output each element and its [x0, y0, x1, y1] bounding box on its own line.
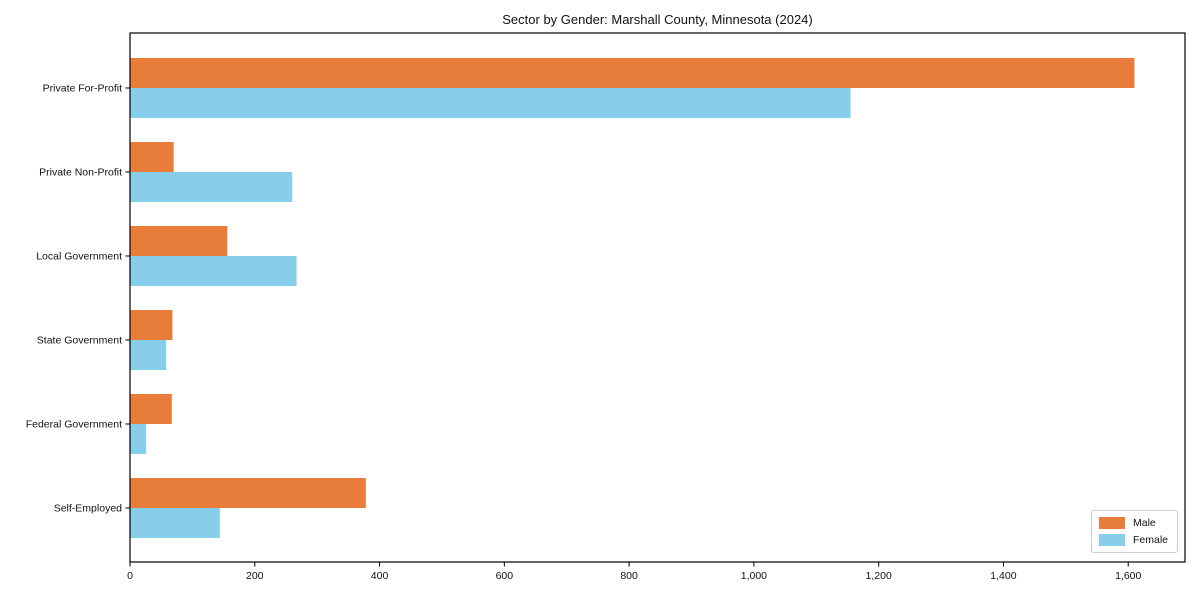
bar-male-private-for-profit [130, 58, 1135, 88]
bar-male-private-non-profit [130, 142, 174, 172]
bar-male-local-government [130, 226, 228, 256]
legend-swatch-male [1098, 517, 1125, 529]
bar-female-federal-government [130, 424, 147, 454]
bar-male-federal-government [130, 394, 172, 424]
legend-item-female: Female [1098, 534, 1168, 546]
plot-border [129, 32, 1186, 563]
x-tick-label-1-600: 1,600 [1115, 570, 1141, 582]
bar-female-local-government [130, 256, 297, 286]
bar-female-private-for-profit [130, 88, 851, 118]
x-tick-label-1-000: 1,000 [741, 570, 767, 582]
y-tick-label-federal-government: Federal Government [26, 419, 122, 431]
y-tick-label-private-for-profit: Private For-Profit [43, 83, 122, 95]
legend-item-male: Male [1098, 517, 1168, 529]
x-tick-label-800: 800 [620, 570, 638, 582]
x-tick-label-600: 600 [496, 570, 514, 582]
x-tick-label-0: 0 [127, 570, 133, 582]
chart-title: Sector by Gender: Marshall County, Minne… [502, 12, 813, 27]
y-tick-label-local-government: Local Government [36, 251, 122, 263]
bar-male-state-government [130, 310, 173, 340]
y-tick-label-state-government: State Government [37, 335, 122, 347]
bar-female-state-government [130, 340, 167, 370]
y-tick-label-private-non-profit: Private Non-Profit [39, 167, 122, 179]
bar-male-self-employed [130, 478, 366, 508]
x-tick-label-1-200: 1,200 [866, 570, 892, 582]
legend-label-male: Male [1132, 517, 1156, 529]
bar-female-private-non-profit [130, 172, 293, 202]
x-tick-label-200: 200 [246, 570, 264, 582]
x-tick-label-400: 400 [371, 570, 389, 582]
y-tick-label-self-employed: Self-Employed [54, 503, 122, 515]
x-tick-label-1-400: 1,400 [990, 570, 1016, 582]
legend-swatch-female [1098, 534, 1125, 546]
legend: Male Female [1090, 510, 1178, 553]
legend-label-female: Female [1132, 534, 1168, 546]
bar-female-self-employed [130, 508, 220, 538]
